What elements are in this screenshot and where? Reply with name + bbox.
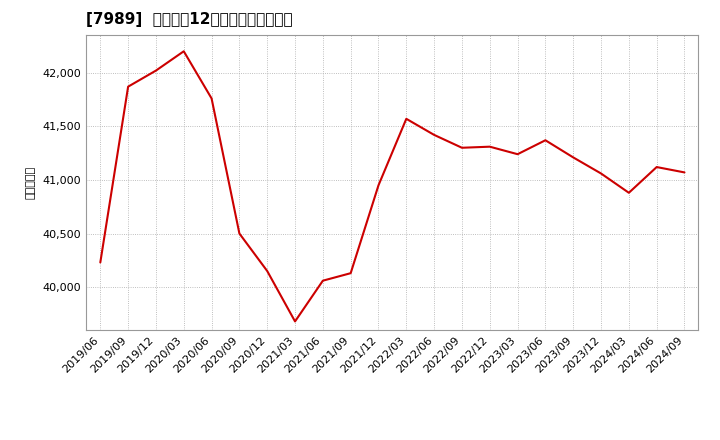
Y-axis label: （百万円）: （百万円） xyxy=(26,166,36,199)
Text: [7989]  売上高の12か月移動合計の推移: [7989] 売上高の12か月移動合計の推移 xyxy=(86,12,293,27)
